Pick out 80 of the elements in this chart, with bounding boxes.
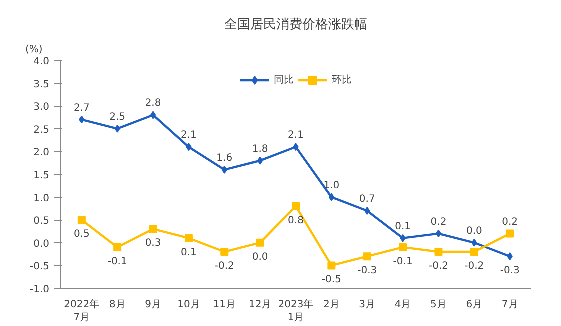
point — [222, 166, 228, 174]
data-label: 2.5 — [110, 112, 126, 123]
y-tick-label: 0.5 — [34, 216, 50, 228]
x-tick-label: 2月 — [324, 300, 340, 310]
legend-label: 同比 — [274, 74, 294, 87]
point — [257, 156, 264, 165]
x-tick-label: 8月 — [109, 300, 126, 310]
data-label: 0.7 — [359, 194, 376, 205]
x-tick-label: 2022年 7月 — [64, 298, 100, 324]
data-label: -0.1 — [108, 256, 128, 268]
point — [292, 202, 300, 210]
point — [434, 248, 443, 256]
point — [364, 206, 370, 215]
y-tick-label: 1.0 — [34, 193, 50, 204]
point — [149, 225, 158, 234]
data-label: 1.6 — [216, 152, 233, 164]
data-label: 0.8 — [288, 215, 304, 226]
y-tick-label: -1.0 — [30, 284, 50, 296]
point — [472, 238, 478, 247]
data-label: 1.0 — [324, 180, 340, 192]
x-tick-label: 6月 — [466, 300, 483, 310]
point — [328, 262, 336, 270]
x-tick-label: 10月 — [178, 300, 200, 310]
y-tick-label: 2.5 — [34, 124, 50, 136]
point — [184, 234, 193, 242]
x-tick-label: 12月 — [248, 300, 272, 310]
point — [186, 143, 192, 152]
point — [114, 243, 122, 252]
point — [79, 116, 85, 124]
data-label: 2.1 — [181, 130, 197, 142]
x-tick-label: 9月 — [145, 300, 162, 310]
y-tick-label: 1.5 — [34, 170, 50, 182]
data-label: 0.2 — [502, 216, 518, 228]
data-label: -0.2 — [214, 261, 234, 272]
y-tick-label: 0.0 — [34, 238, 50, 250]
point — [506, 230, 514, 238]
data-label: -0.5 — [322, 274, 342, 286]
data-label: 2.1 — [288, 130, 304, 142]
data-label: 1.8 — [252, 144, 268, 155]
point — [114, 124, 120, 133]
point — [78, 216, 86, 224]
point — [220, 248, 229, 256]
point — [293, 143, 299, 152]
data-label: 0.5 — [74, 229, 90, 240]
chart-title: 全国居民消费价格涨跌幅 — [224, 18, 368, 32]
data-label: 0.1 — [395, 221, 411, 232]
data-label: 0.0 — [466, 226, 482, 237]
point — [436, 230, 442, 238]
x-tick-label: 5月 — [430, 300, 447, 310]
point — [399, 243, 408, 252]
data-label: 0.3 — [145, 238, 162, 250]
point — [256, 238, 264, 247]
legend-label: 环比 — [332, 74, 352, 87]
x-tick-label: 11月 — [213, 300, 236, 310]
x-tick-label: 2023年 1月 — [278, 298, 314, 324]
x-tick-label: 4月 — [394, 300, 412, 310]
x-tick-label: 3月 — [359, 300, 376, 310]
data-label: 2.8 — [145, 98, 162, 110]
y-tick-label: 2.0 — [34, 148, 50, 159]
point — [150, 111, 156, 120]
data-label: 0.1 — [181, 247, 197, 258]
y-tick-label: 4.0 — [34, 56, 50, 68]
data-label: -0.2 — [428, 261, 448, 272]
point — [507, 252, 513, 261]
data-label: -0.3 — [500, 266, 520, 277]
point — [328, 193, 335, 202]
y-tick-label: 3.0 — [34, 102, 50, 114]
data-label: 2.7 — [74, 102, 90, 114]
y-axis-title: (%) — [26, 44, 43, 56]
point — [470, 248, 478, 256]
y-tick-label: 3.5 — [34, 79, 50, 90]
point — [400, 234, 406, 242]
x-tick-label: 7月 — [502, 300, 518, 310]
data-label: -0.2 — [464, 261, 484, 272]
data-label: 0.0 — [252, 252, 268, 263]
data-label: -0.1 — [393, 256, 413, 268]
data-label: -0.3 — [358, 266, 378, 277]
point — [363, 252, 372, 261]
y-tick-label: -0.5 — [30, 262, 50, 273]
data-label: 0.2 — [430, 216, 447, 228]
